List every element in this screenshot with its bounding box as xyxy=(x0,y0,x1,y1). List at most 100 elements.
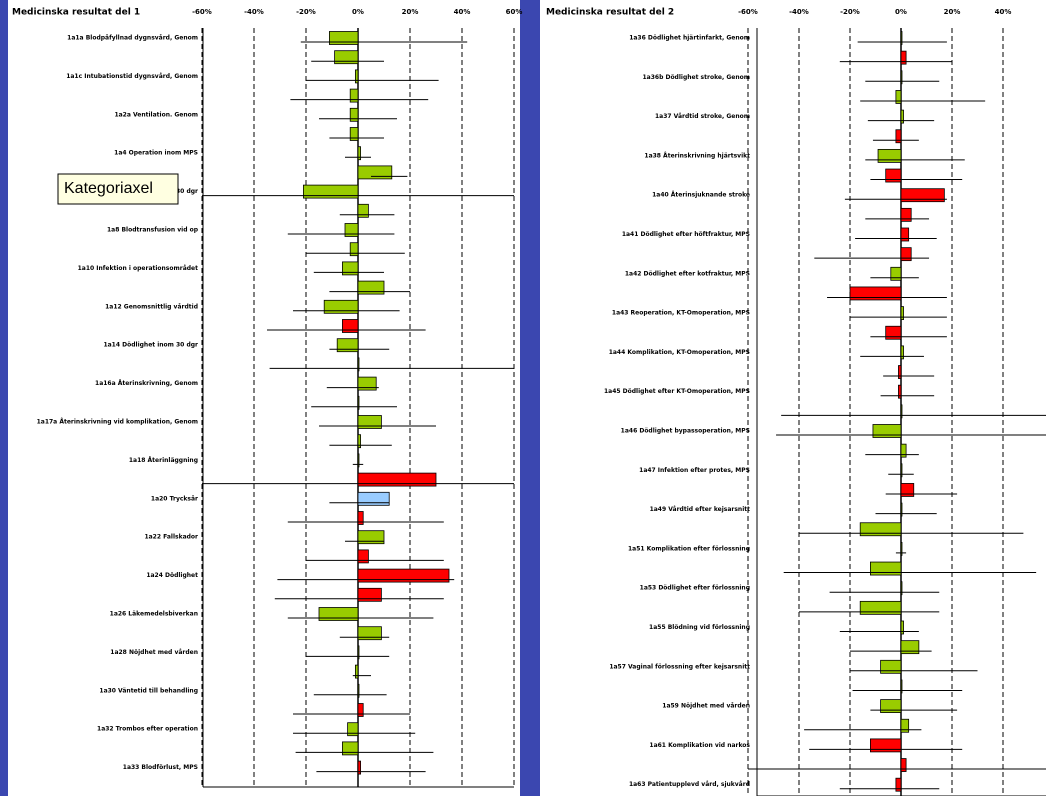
bar xyxy=(900,443,907,458)
chart-title: Medicinska resultat del 1 xyxy=(12,8,140,18)
chart-title: Medicinska resultat del 2 xyxy=(546,8,674,18)
tooltip-box xyxy=(57,173,179,205)
category-label: 1a4 Operation inom MPS xyxy=(114,150,198,157)
category-label: 1a45 Dödlighet efter KT-Omoperation, MPS xyxy=(604,388,750,395)
category-label: 1a33 Blodförlust, MPS xyxy=(123,764,198,771)
category-label: 1a47 Infektion efter protes, MPS xyxy=(639,467,750,474)
bar xyxy=(357,760,361,775)
x-tick-label: 60% xyxy=(506,8,523,16)
bar xyxy=(357,472,437,487)
category-label: 1a51 Komplikation efter förlossning xyxy=(628,545,750,552)
bar xyxy=(900,31,903,45)
bar xyxy=(900,306,904,321)
category-label: 1a37 Vårdtid stroke, Genom xyxy=(655,113,750,120)
category-label: 1a57 Vaginal förlossning efter kejsarsni… xyxy=(609,663,750,670)
category-label: 1a43 Reoperation, KT-Omoperation, MPS xyxy=(612,310,750,317)
category-label: 1a36 Dödlighet hjärtinfarkt, Genom xyxy=(629,35,750,42)
bar xyxy=(341,741,359,756)
category-label: 1a55 Blödning vid förlossning xyxy=(649,624,750,631)
bar xyxy=(357,376,377,391)
bar xyxy=(859,600,902,615)
bar xyxy=(877,148,902,163)
bar xyxy=(357,626,382,641)
category-label: 1a41 Dödlighet efter höftfraktur, MPS xyxy=(622,231,750,238)
bar xyxy=(900,640,920,655)
bar xyxy=(898,365,902,379)
category-label: 1a12 Genomsnittlig vårdtid xyxy=(105,303,198,310)
bar xyxy=(357,434,361,449)
bar xyxy=(900,463,903,478)
bar xyxy=(357,146,361,161)
tooltip: Kategoriaxel xyxy=(57,173,179,205)
bar xyxy=(323,299,359,314)
bar xyxy=(341,319,359,333)
charts: Medicinska resultat del 1 -60% -40% -20% 0% 2… xyxy=(12,8,1046,796)
bar xyxy=(900,758,907,772)
category-label: 1a46 Dödlighet bypassoperation, MPS xyxy=(621,428,750,435)
x-tick-label: 20% xyxy=(944,8,961,16)
bar xyxy=(349,107,359,122)
bar xyxy=(357,549,369,564)
bar xyxy=(900,227,910,242)
bar xyxy=(354,69,359,84)
bar xyxy=(900,502,903,517)
bar xyxy=(357,703,364,717)
category-label: 1a2a Ventilation. Genom xyxy=(114,111,198,118)
x-tick-label: -20% xyxy=(296,8,316,16)
category-label: 1a16a Återinskrivning, Genom xyxy=(95,380,198,387)
category-label: 1a42 Dödlighet efter kotfraktur, MPS xyxy=(625,270,750,277)
category-label: 1a49 Vårdtid efter kejsarsnitt xyxy=(650,506,751,513)
bar xyxy=(880,659,902,674)
category-label: 1a61 Komplikation vid narkos xyxy=(649,742,750,749)
category-label: 1a63 Patientupplevd vård, sjukvård xyxy=(629,781,750,788)
bar xyxy=(895,777,902,792)
bar xyxy=(347,722,359,737)
bar xyxy=(900,679,903,694)
bar xyxy=(357,395,360,410)
bar xyxy=(900,345,904,360)
bar xyxy=(895,129,902,144)
bar xyxy=(302,184,359,199)
bar xyxy=(344,223,359,237)
bar xyxy=(336,338,359,353)
chart-panel xyxy=(540,0,1046,796)
bar xyxy=(849,286,902,301)
bar xyxy=(349,242,359,257)
bar xyxy=(895,90,902,104)
bar xyxy=(870,738,902,753)
bar xyxy=(334,50,359,65)
bar xyxy=(900,188,945,203)
bar xyxy=(357,165,393,180)
x-tick-label: -60% xyxy=(192,8,212,16)
x-tick-label: 40% xyxy=(995,8,1012,16)
bar xyxy=(328,31,359,45)
x-tick-label: -60% xyxy=(738,8,758,16)
bar xyxy=(900,581,903,596)
bar xyxy=(900,247,912,262)
x-tick-label: -40% xyxy=(244,8,264,16)
bar xyxy=(859,522,902,537)
bar xyxy=(900,620,904,635)
tooltip-text: Kategoriaxel xyxy=(64,180,153,197)
x-tick-label: 0% xyxy=(352,8,364,16)
bar xyxy=(900,718,910,733)
category-label: 1a18 Återinläggning xyxy=(129,457,198,464)
bar xyxy=(898,384,902,399)
bar xyxy=(885,168,902,183)
bar xyxy=(900,207,912,222)
category-label: 1a40 Återinsjuknande stroke xyxy=(652,192,750,199)
bar xyxy=(357,280,385,295)
category-label: 1a14 Dödlighet inom 30 dgr xyxy=(103,342,198,349)
category-label: 1a1a Blodpåfyllnad dygnsvård, Genom xyxy=(67,35,198,42)
category-label: 1a20 Trycksår xyxy=(151,495,198,502)
category-label: 1a22 Fallskador xyxy=(144,534,198,541)
bar xyxy=(900,50,907,65)
bar xyxy=(341,261,359,276)
bar xyxy=(900,483,915,497)
bar xyxy=(357,491,390,506)
bar xyxy=(357,683,360,698)
category-label: 1a10 Infektion i operationsområdet xyxy=(78,265,199,272)
bar xyxy=(354,664,359,679)
bar xyxy=(357,587,382,602)
category-label: 1a1c Intubationstid dygnsvård, Genom xyxy=(66,73,198,80)
